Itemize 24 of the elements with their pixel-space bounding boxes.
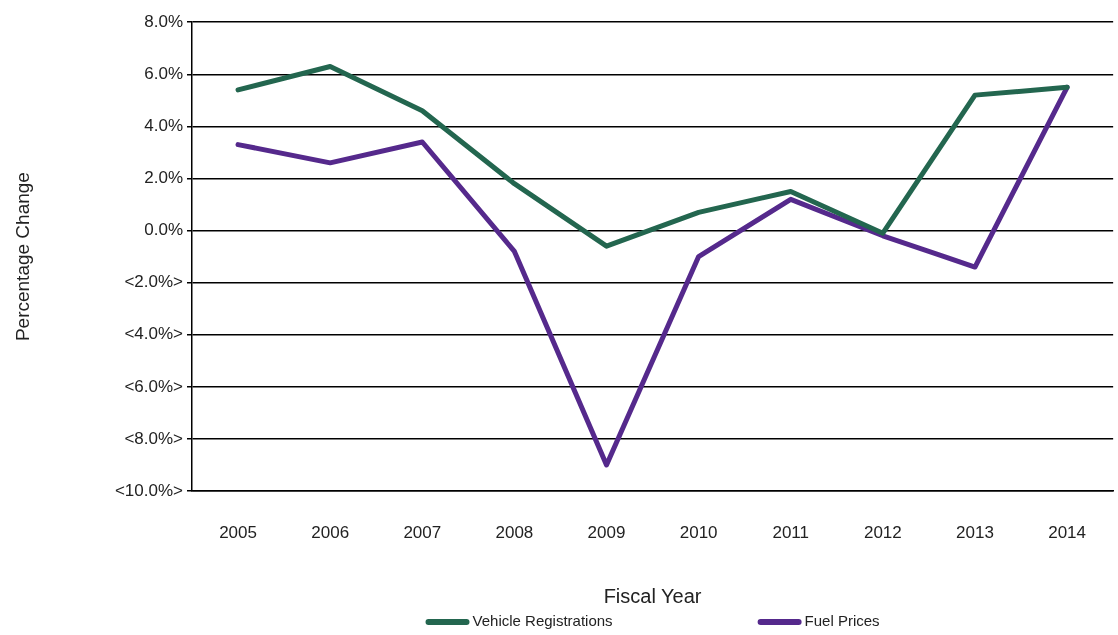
y-tick-label: 4.0% xyxy=(144,116,183,136)
x-axis-title: Fiscal Year xyxy=(603,584,702,607)
y-tick-label: 8.0% xyxy=(144,11,183,31)
x-tick-label: 2012 xyxy=(863,522,902,542)
y-axis-title: Percentage Change xyxy=(11,172,33,342)
x-tick-label: 2013 xyxy=(956,522,994,542)
legend-label: Vehicle Registrations xyxy=(472,612,613,630)
x-tick-label: 2005 xyxy=(219,522,257,542)
y-tick-label: <2.0%> xyxy=(124,272,184,292)
x-tick-label: 2014 xyxy=(1048,522,1086,542)
y-tick-label: <6.0%> xyxy=(124,376,184,396)
y-tick-label: <4.0%> xyxy=(124,324,184,344)
x-tick-label: 2008 xyxy=(495,522,534,542)
y-tick-label: 0.0% xyxy=(144,220,183,240)
x-tick-label: 2007 xyxy=(403,522,442,542)
x-tick-label: 2006 xyxy=(311,522,350,542)
y-tick-label: <8.0%> xyxy=(124,428,184,448)
x-tick-label: 2010 xyxy=(679,522,718,542)
y-tick-label: 2.0% xyxy=(144,168,183,188)
y-tick-label: 6.0% xyxy=(144,63,183,83)
legend-label: Fuel Prices xyxy=(804,612,880,630)
x-tick-label: 2009 xyxy=(587,522,626,542)
x-tick-label: 2011 xyxy=(772,522,810,542)
y-tick-label: <10.0%> xyxy=(114,480,184,500)
